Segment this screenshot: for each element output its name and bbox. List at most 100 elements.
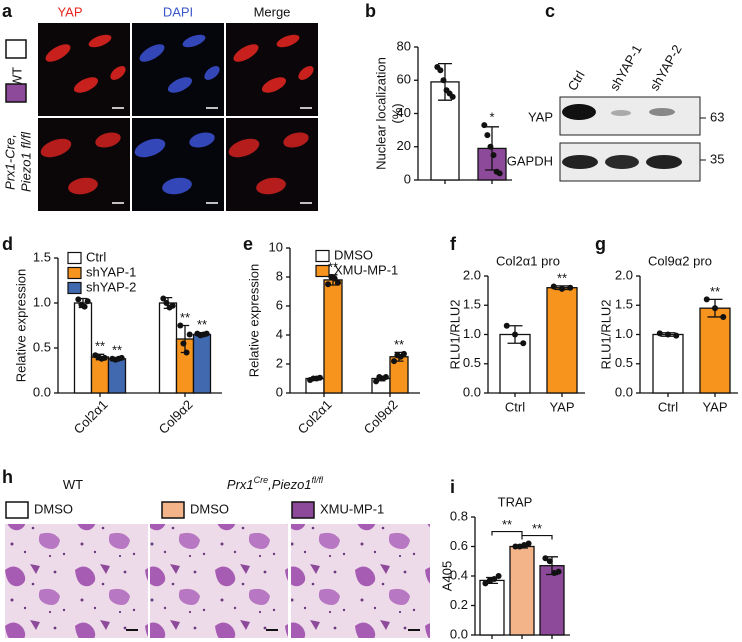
column-header: YAP <box>57 4 82 19</box>
data-point <box>449 93 456 100</box>
y-tick-label: 6 <box>276 297 283 312</box>
y-tick-label: 0 <box>404 171 411 186</box>
data-point <box>656 330 663 337</box>
histology-images <box>5 524 430 638</box>
y-axis-label: RLU1/RLU2 <box>447 299 462 369</box>
y-axis-label: (%) <box>389 103 404 123</box>
bar <box>652 333 684 394</box>
data-point <box>555 568 562 575</box>
legend-label: XMU-MP-1 <box>334 262 398 277</box>
data-point <box>75 296 82 303</box>
y-axis-label: A405 <box>439 561 454 591</box>
data-point <box>183 349 190 356</box>
panel-label: g <box>595 234 606 254</box>
panel-label: h <box>2 467 13 487</box>
data-point <box>520 340 527 347</box>
blot <box>559 96 706 182</box>
data-point <box>440 77 447 84</box>
legend-swatch <box>5 501 29 519</box>
data-point <box>550 283 557 290</box>
y-tick-label: 0.5 <box>463 355 481 370</box>
significance-bracket <box>521 534 553 540</box>
data-point <box>487 143 494 150</box>
panel-label: c <box>545 1 555 21</box>
size-label: 63 <box>710 109 724 124</box>
bar <box>539 565 565 636</box>
y-tick-label: 0.2 <box>450 597 468 612</box>
x-tick-label: Ctrl <box>505 399 525 414</box>
data-point <box>325 281 332 288</box>
data-point <box>169 302 176 309</box>
data-point <box>495 573 502 579</box>
bar <box>107 358 127 394</box>
protein-label: YAP <box>528 109 553 124</box>
y-axis-label: Relative expression <box>13 269 28 382</box>
column-header: DAPI <box>163 4 193 19</box>
y-tick-label: 8 <box>276 268 283 283</box>
significance: ** <box>394 337 404 352</box>
data-point <box>101 354 108 361</box>
y-tick-label: 0.5 <box>33 339 51 354</box>
group-title: WT <box>63 477 83 492</box>
chart-title: TRAP <box>498 494 533 509</box>
data-point <box>559 285 565 292</box>
y-tick-label: 2.0 <box>463 267 481 282</box>
data-point <box>334 279 341 286</box>
data-point <box>482 580 489 587</box>
legend-swatch <box>67 266 82 280</box>
legend-label: DMSO <box>190 501 229 516</box>
y-tick-label: 1.0 <box>463 326 481 341</box>
lane-label: shYAP-2 <box>647 42 685 93</box>
legend-swatch <box>291 501 315 519</box>
y-tick-label: 0.0 <box>615 384 633 399</box>
lane-label: Ctrl <box>565 68 588 93</box>
significance: ** <box>710 284 720 299</box>
column-header: Merge <box>254 4 291 19</box>
y-tick-label: 0.6 <box>450 538 468 553</box>
data-point <box>382 374 389 381</box>
y-tick-label: 0.4 <box>450 567 468 582</box>
significance: ** <box>328 259 338 274</box>
data-point <box>177 322 184 329</box>
significance: ** <box>502 517 512 532</box>
micrographs <box>38 23 318 211</box>
data-point <box>703 296 710 303</box>
data-point <box>400 350 407 357</box>
data-point <box>491 575 498 582</box>
data-point <box>160 295 167 302</box>
data-point <box>490 152 497 159</box>
data-point <box>503 322 510 329</box>
y-tick-label: 0.8 <box>450 508 468 523</box>
y-tick-label: 0.0 <box>33 384 51 399</box>
data-point <box>712 305 718 312</box>
panel-label: f <box>450 234 457 254</box>
data-point <box>81 303 88 310</box>
data-point <box>84 298 91 305</box>
data-point <box>542 555 549 562</box>
data-point <box>391 358 398 365</box>
data-point <box>481 122 488 129</box>
y-tick-label: 1.5 <box>615 297 633 312</box>
legend-label: Ctrl <box>86 249 106 264</box>
data-point <box>546 558 553 565</box>
significance: ** <box>95 339 105 354</box>
row-label: Piezo1 fl/fl <box>18 131 33 192</box>
y-tick-label: 80 <box>397 38 411 53</box>
data-point <box>186 331 193 338</box>
y-tick-label: 1.0 <box>615 326 633 341</box>
row-label: WT <box>9 67 24 87</box>
legend-swatch <box>315 264 330 278</box>
significance: ** <box>557 270 567 285</box>
data-point <box>484 132 491 139</box>
legend-label: shYAP-1 <box>86 264 136 279</box>
data-point <box>316 374 323 381</box>
data-point <box>525 540 532 547</box>
data-point <box>673 332 680 339</box>
y-tick-label: 40 <box>397 105 411 120</box>
size-label: 35 <box>710 151 724 166</box>
significance: ** <box>180 310 190 325</box>
data-point <box>163 300 170 306</box>
y-axis-label: Relative expression <box>246 264 261 377</box>
data-point <box>496 170 503 177</box>
y-tick-label: 2 <box>276 355 283 370</box>
